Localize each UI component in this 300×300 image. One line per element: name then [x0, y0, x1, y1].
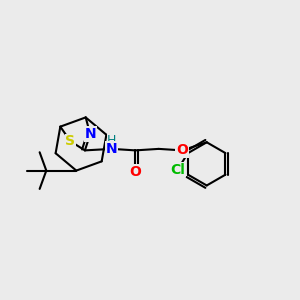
Text: H: H: [107, 134, 117, 147]
Text: Cl: Cl: [170, 163, 185, 177]
Text: O: O: [176, 143, 188, 158]
Text: S: S: [65, 134, 75, 148]
Text: N: N: [84, 127, 96, 141]
Text: O: O: [129, 165, 141, 179]
Text: N: N: [106, 142, 118, 156]
